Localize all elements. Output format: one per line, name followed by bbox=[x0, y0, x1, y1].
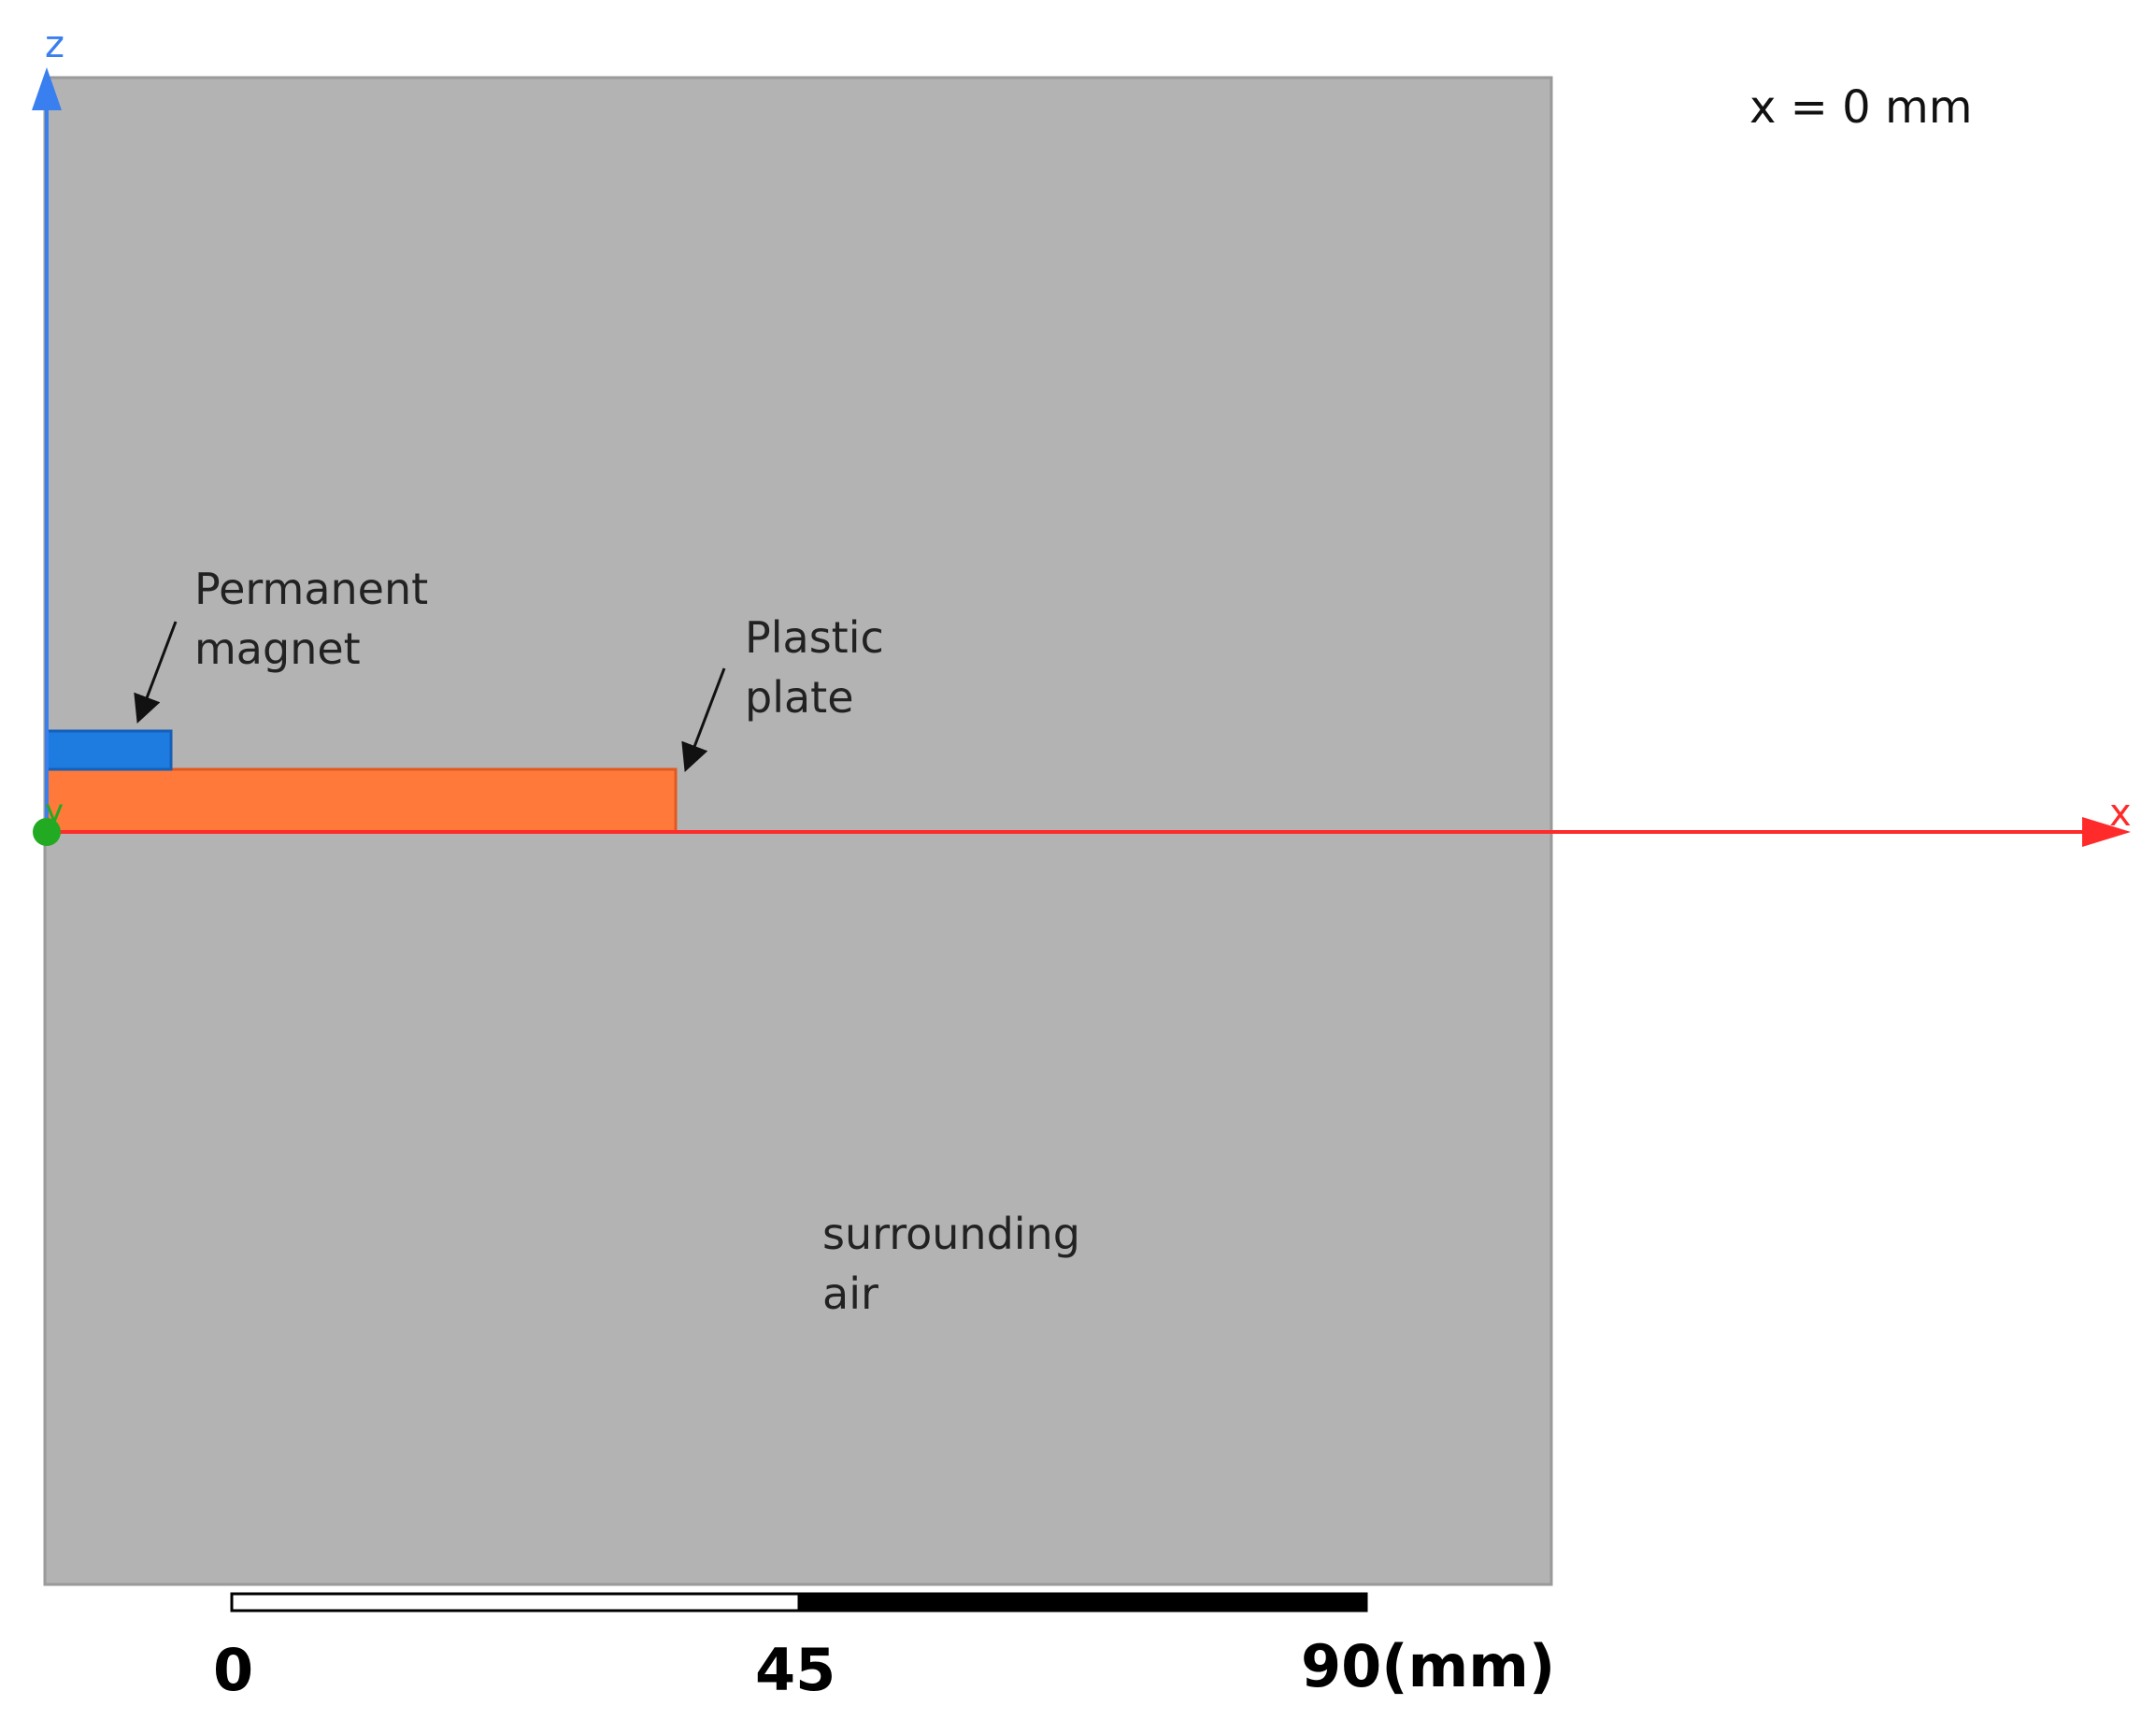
permanent-magnet-region bbox=[45, 729, 173, 771]
origin-y-axis-marker bbox=[33, 818, 61, 846]
scale-bar-black-segment bbox=[797, 1592, 1368, 1612]
plastic-plate-label-line1: Plastic bbox=[745, 612, 884, 663]
permanent-magnet-label-line2: magnet bbox=[194, 624, 361, 674]
surrounding-air-label-line2: air bbox=[822, 1268, 878, 1319]
y-axis-label: y bbox=[45, 793, 64, 830]
plastic-plate-region bbox=[45, 767, 678, 834]
scale-tick-90: 90(mm) bbox=[1301, 1632, 1556, 1700]
z-axis-arrowhead bbox=[32, 67, 62, 110]
surrounding-air-label-line1: surrounding bbox=[822, 1209, 1080, 1259]
x-axis-label: x bbox=[2109, 792, 2132, 835]
section-position-note: x = 0 mm bbox=[1749, 81, 1973, 134]
plastic-plate-label-line2: plate bbox=[745, 672, 854, 723]
plate-pointer-arrow bbox=[681, 667, 726, 773]
z-axis-label: z bbox=[45, 23, 64, 66]
scale-tick-45: 45 bbox=[755, 1636, 836, 1704]
permanent-magnet-label-line1: Permanent bbox=[194, 564, 429, 614]
x-axis-arrowhead bbox=[2082, 817, 2131, 847]
magnet-pointer-arrow bbox=[134, 621, 178, 724]
scale-tick-0: 0 bbox=[213, 1636, 254, 1704]
scale-bar-white-segment bbox=[230, 1592, 801, 1612]
